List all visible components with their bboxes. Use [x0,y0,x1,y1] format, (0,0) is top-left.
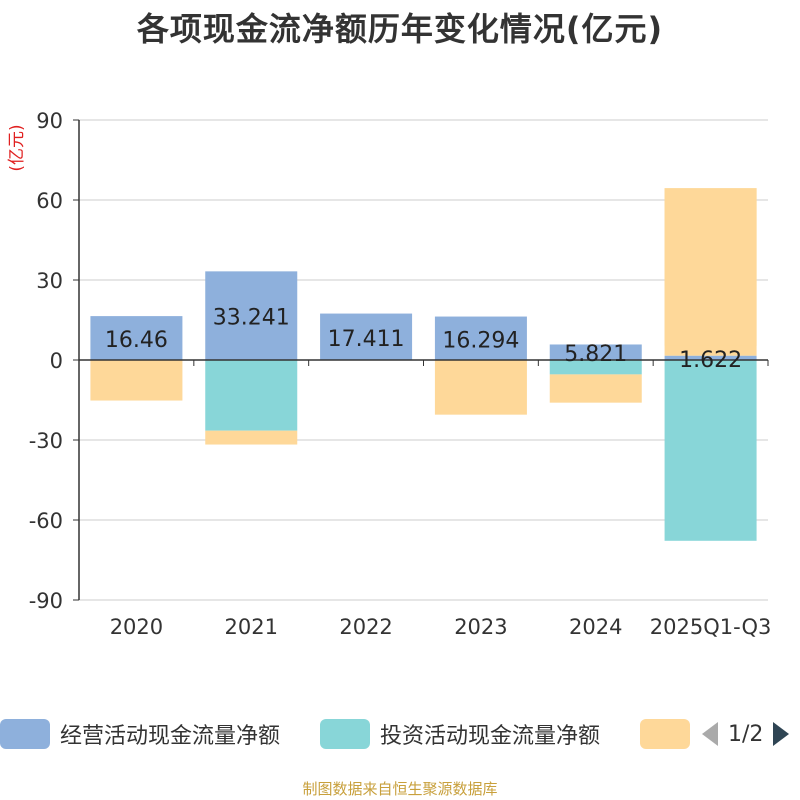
bar-s0-2024 [549,344,642,360]
source-note: 制图数据来自恒生聚源数据库 [302,780,498,798]
bar-s2-2020 [90,360,183,401]
legend-swatch-investing [320,719,370,749]
bar-s2-2023 [434,360,527,415]
data-label: 17.411 [328,327,405,352]
bar-s0-2020 [90,316,183,360]
data-label: 33.241 [213,306,290,331]
legend-item-financing[interactable] [640,716,690,752]
bar-overlay-2025 [664,188,757,346]
data-label: 1.622 [679,348,742,373]
legend-swatch-financing [640,719,690,749]
x-tick-label: 2025Q1-Q3 [650,615,772,639]
bar-s1-2021 [205,360,298,431]
legend-pager: 1/2 [700,718,791,750]
x-tick-label: 2022 [339,615,392,639]
pager-next-icon[interactable] [771,720,791,748]
bar-s1-2025Q1-Q3 [664,360,757,541]
bar-s0-2021 [205,271,298,360]
x-tick-label: 2021 [225,615,278,639]
legend: 经营活动现金流量净额 投资活动现金流量净额 [0,716,800,752]
bar-s2-2024 [549,374,642,403]
x-tick-label: 2024 [569,615,622,639]
y-tick-label: 90 [36,109,63,133]
y-axis-label: (亿元) [7,124,27,171]
legend-label-investing: 投资活动现金流量净额 [380,724,601,749]
chart-title: 各项现金流净额历年变化情况(亿元) [136,10,664,48]
legend-swatch-operating [0,719,50,749]
bar-s0-2025Q1-Q3 [664,355,757,360]
pager-prev-icon[interactable] [700,720,720,748]
y-tick-label: 60 [36,189,63,213]
bar-s0-2023 [434,316,527,360]
bar-s0-2022 [320,313,413,360]
y-tick-label: 30 [36,269,63,293]
pager-text: 1/2 [728,721,764,747]
y-tick-label: -30 [29,429,63,453]
y-tick-label: 0 [50,349,63,373]
bar-s1-2024 [549,360,642,375]
y-tick-label: -60 [29,509,63,533]
data-label: 5.821 [564,342,627,367]
legend-item-investing[interactable]: 投资活动现金流量净额 [320,716,600,752]
data-label: 16.294 [442,328,519,353]
x-tick-label: 2023 [454,615,507,639]
y-tick-label: -90 [29,589,63,613]
legend-item-operating[interactable]: 经营活动现金流量净额 [0,716,280,752]
bar-s2-2021 [205,430,298,445]
chart-plot: 90 60 30 0 -30 -60 -90 (亿元) 2020 2021 2022 2023 2024… [7,109,772,639]
x-tick-label: 2020 [110,615,163,639]
legend-label-operating: 经营活动现金流量净额 [60,724,281,749]
data-label: 16.46 [105,328,168,353]
